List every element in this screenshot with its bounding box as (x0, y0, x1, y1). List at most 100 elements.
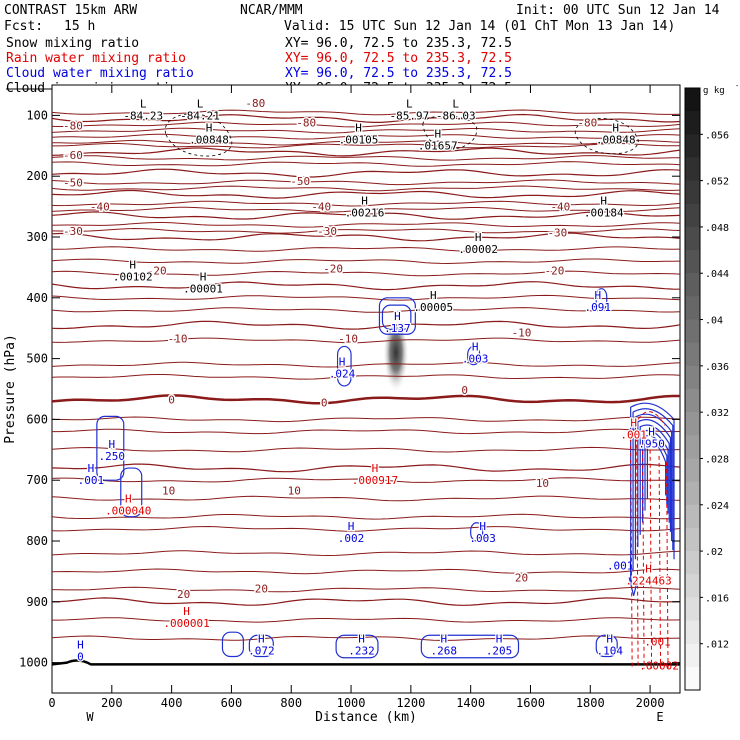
extremum-value: .024 (329, 368, 356, 381)
isotherm-label: 10 (288, 485, 301, 498)
colorbar-segment (685, 88, 700, 112)
extremum-value: .000040 (105, 505, 151, 518)
cloud-water-contour (120, 467, 143, 518)
isotherm-line (51, 337, 681, 344)
isotherm-line (51, 109, 681, 116)
extremum-value: .00001 (183, 283, 223, 296)
isotherm-label: 0 (168, 393, 175, 406)
legend-xy-2: XY= 96.0, 72.5 to 235.3, 72.5 (285, 66, 512, 81)
x-tick-label: 200 (101, 696, 123, 710)
extremum-marker: H (125, 493, 132, 506)
colorbar-segment (685, 412, 700, 436)
extremum-value: .002 (338, 532, 365, 545)
cloud-water-contour (381, 304, 412, 331)
extremum-marker: H (630, 417, 637, 430)
extremum-marker: H (206, 122, 213, 135)
isotherm-label: -80 (296, 117, 316, 130)
axes (51, 85, 680, 693)
isotherm-label: -10 (512, 326, 532, 339)
y-tick-label: 100 (26, 108, 48, 122)
isotherm-label: -20 (147, 264, 167, 277)
extremum-marker: L (140, 97, 147, 110)
extremum-value: .072 (248, 644, 275, 657)
isotherm-line (51, 185, 681, 192)
cloud-water-contour (248, 634, 274, 658)
extremum-marker: H (645, 562, 652, 575)
colorbar-segment (685, 273, 700, 297)
isotherm-label: 10 (536, 477, 549, 490)
valid-time: Valid: 15 UTC Sun 12 Jan 14 (01 ChT Mon … (284, 19, 675, 34)
rain-contour (658, 455, 662, 669)
contour-value-label: .001 (607, 559, 634, 572)
extremum-value: -86.03 (436, 109, 476, 122)
extremum-marker: H (612, 122, 619, 135)
extremum-marker: H (183, 605, 190, 618)
colorbar-label: .044 (705, 269, 729, 280)
isotherm-line (51, 525, 681, 532)
cloud-water-contour (467, 345, 481, 366)
extremum-value: .091 (585, 301, 612, 314)
isotherm-label: -30 (317, 225, 337, 238)
isotherm-label: -40 (311, 201, 331, 214)
extremum-value: .001 (78, 474, 105, 487)
isotherm-label: -50 (290, 175, 310, 188)
colorbar-segment (685, 203, 700, 228)
x-tick-label: 1400 (456, 696, 485, 710)
x-tick-label: 400 (161, 696, 183, 710)
x-tick-label: 2000 (636, 696, 665, 710)
ground-surface (51, 659, 680, 666)
cloud-water-contour (335, 634, 379, 659)
colorbar-segment (685, 435, 700, 459)
cloud-ice-shading (382, 324, 409, 405)
colorbar-segment (685, 389, 700, 413)
extremum-value: .00184 (584, 207, 624, 220)
x-tick-label: 800 (280, 696, 302, 710)
colorbar-segment (685, 342, 700, 367)
isotherm-label: -50 (63, 176, 83, 189)
extremum-value: .00102 (113, 270, 153, 283)
isotherm-line (52, 246, 681, 252)
isotherm-line (51, 294, 681, 301)
contour-value-label: .001 (644, 635, 671, 648)
convective-cloud-contour (632, 408, 674, 572)
extremum-marker: L (197, 97, 204, 110)
colorbar-segment (685, 458, 700, 483)
y-tick-label: 800 (26, 534, 48, 548)
extremum-value: .003 (469, 532, 496, 545)
isotherm-line (51, 477, 681, 483)
x-tick-label: 1800 (576, 696, 605, 710)
isotherm-line (51, 635, 681, 641)
colorbar-segment (685, 111, 700, 135)
x-tick-label: 1600 (516, 696, 545, 710)
extremum-value: .00848 (596, 134, 636, 147)
extremum-value: -85.97 (389, 109, 429, 122)
institution-label: NCAR/MMM (240, 3, 303, 18)
colorbar-label: .028 (705, 454, 729, 465)
y-tick-label: 400 (26, 291, 48, 305)
extremum-value: 0 (77, 650, 84, 663)
west-label: W (86, 710, 94, 724)
isotherm--70 (51, 147, 681, 157)
colorbar-label: .052 (705, 177, 729, 188)
isotherm-line (51, 270, 681, 277)
legend-xy-0: XY= 96.0, 72.5 to 235.3, 72.5 (285, 36, 512, 51)
isotherm-line (51, 416, 681, 423)
rain-contour (637, 411, 666, 426)
extremum-value: .001 (620, 429, 647, 442)
extremum-marker: H (606, 632, 613, 645)
colorbar-segment (685, 597, 700, 622)
isotherm-line (51, 121, 681, 128)
convective-cloud-contour (637, 419, 672, 548)
legend-field-0: Snow mixing ratio (6, 36, 139, 51)
y-tick-label: 600 (26, 412, 48, 426)
rain-contour (630, 431, 633, 669)
isotherm-line (51, 550, 681, 557)
colorbar-label: .04 (705, 316, 723, 327)
extremum-marker: H (108, 438, 115, 451)
isotherm-line (51, 258, 681, 265)
forecast-hour: 15 h (64, 19, 95, 34)
isotherm-line (51, 307, 681, 313)
extremum-marker: H (372, 462, 379, 475)
extremum-marker: H (339, 356, 346, 369)
extremum-marker: H (200, 271, 207, 284)
